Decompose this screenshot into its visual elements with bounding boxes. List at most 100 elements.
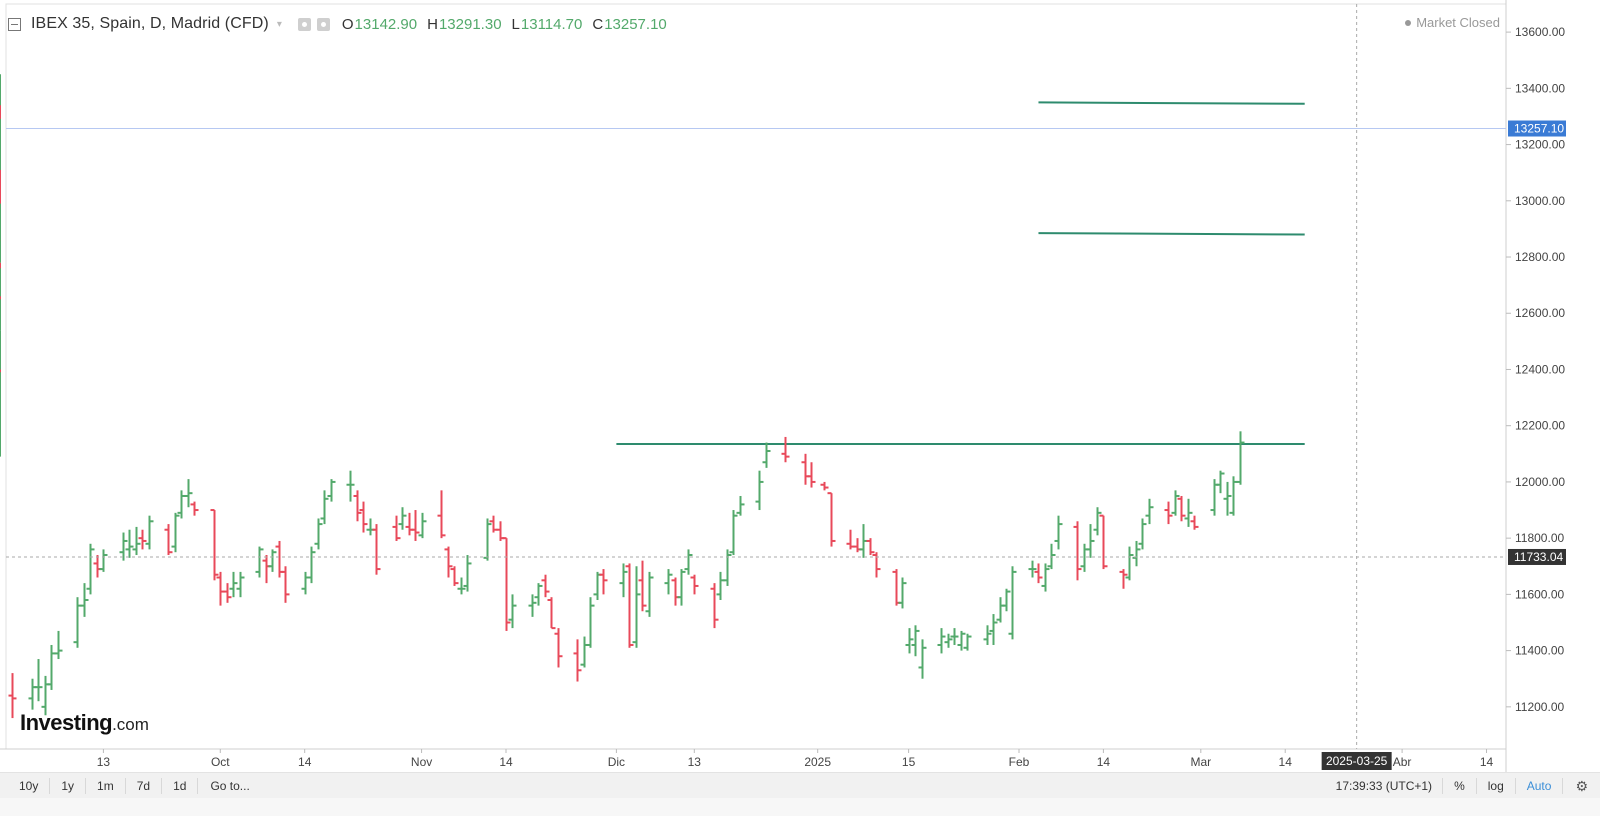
- x-tick-label: Dic: [608, 755, 625, 769]
- horizontal-lines: [616, 101, 1305, 445]
- x-tick-label: 15: [902, 755, 916, 769]
- ohlc-bar: [690, 574, 699, 595]
- ohlc-bar: [677, 569, 686, 606]
- y-tick-label: 12600.00: [1515, 306, 1565, 320]
- trend-line[interactable]: [1038, 101, 1305, 105]
- timeframe-1y[interactable]: 1y: [50, 777, 87, 794]
- ohlc-bar: [1171, 490, 1180, 516]
- settings-icon[interactable]: [316, 17, 330, 31]
- y-tick-label: 12800.00: [1515, 250, 1565, 264]
- ohlc-bar: [372, 524, 381, 575]
- ohlc-bar: [508, 594, 517, 629]
- ohlc-bar: [184, 479, 193, 508]
- crosshair-date-label: 2025-03-25: [1326, 754, 1388, 768]
- ohlc-bar: [983, 625, 992, 645]
- ohlc-bar: [573, 639, 582, 682]
- bottom-strip: [0, 798, 1600, 816]
- y-tick-label: 13600.00: [1515, 25, 1565, 39]
- bottom-toolbar-right: 17:39:33 (UTC+1) % log Auto ⚙: [1325, 773, 1600, 798]
- chevron-down-icon[interactable]: ▾: [276, 18, 282, 30]
- ohlc-bar: [392, 515, 401, 541]
- ohlc-bar: [898, 577, 907, 609]
- x-tick-label: 14: [1097, 755, 1111, 769]
- ohlc-bar: [268, 549, 277, 572]
- x-tick-label: 14: [499, 755, 513, 769]
- x-tick-label: Mar: [1190, 755, 1211, 769]
- ohlc-bar: [950, 628, 959, 645]
- ohlc-chart[interactable]: 11200.00 11400.00 11600.00 11800.00 12000.00…: [0, 0, 1600, 772]
- gear-icon[interactable]: ⚙: [1562, 777, 1600, 794]
- auto-scale-toggle[interactable]: Auto: [1514, 777, 1563, 794]
- close-value: C13257.10: [592, 15, 667, 33]
- timeframe-7d[interactable]: 7d: [126, 777, 163, 794]
- price-tags: 13257.10 11733.04 2025-03-25: [6, 4, 1566, 770]
- x-tick-label: 2025: [804, 755, 831, 769]
- ohlc-bar: [1054, 515, 1063, 550]
- y-tick-label: 13200.00: [1515, 138, 1565, 152]
- high-value: H13291.30: [427, 15, 502, 33]
- ohlc-bar: [398, 507, 407, 530]
- y-tick-label: 11200.00: [1515, 700, 1564, 714]
- chart-legend: IBEX 35, Spain, D, Madrid (CFD) ▾ O13142…: [8, 12, 667, 36]
- timeframe-1m[interactable]: 1m: [86, 777, 126, 794]
- ohlc-bar: [599, 569, 608, 595]
- ohlc-bar: [210, 509, 219, 581]
- ohlc-bar: [1145, 498, 1154, 525]
- ohlc-bar: [1008, 566, 1017, 640]
- ohlc-bar: [125, 529, 134, 558]
- ohlc-bar: [34, 659, 43, 702]
- ohlc-bar: [528, 594, 537, 617]
- ohlc-bar: [236, 571, 245, 598]
- ohlc-bar: [866, 538, 875, 556]
- ohlc-bar: [1216, 470, 1225, 494]
- ohlc-bar: [450, 566, 459, 586]
- timeframe-1d[interactable]: 1d: [162, 777, 199, 794]
- ohlc-bar: [54, 630, 63, 660]
- ohlc-bar: [281, 566, 290, 603]
- ohlc-bar: [547, 597, 556, 630]
- ohlc-bar: [1119, 569, 1128, 589]
- bottom-toolbar: 10y 1y 1m 7d 1d Go to... 17:39:33 (UTC+1…: [0, 772, 1600, 798]
- collapse-legend-icon[interactable]: [8, 17, 21, 31]
- log-toggle[interactable]: log: [1475, 777, 1515, 794]
- ohlc-bar: [1190, 515, 1199, 530]
- ohlc-bar: [346, 470, 355, 502]
- ohlc-bar: [223, 583, 232, 603]
- x-tick-label: Oct: [211, 755, 230, 769]
- ohlc-bar: [918, 639, 927, 679]
- chart-background: [0, 0, 1600, 772]
- ohlc-bar: [554, 628, 563, 668]
- ohlc-values: O13142.90 H13291.30 L13114.70 C13257.10: [342, 16, 667, 33]
- last-price-tag: [1508, 120, 1566, 137]
- ohlc-bar: [820, 481, 829, 491]
- clock-display: 17:39:33 (UTC+1): [1335, 778, 1433, 793]
- x-tick-label: Nov: [411, 755, 432, 769]
- crosshair-date-tag: [1321, 752, 1392, 770]
- ohlc-bar: [145, 515, 154, 550]
- ohlc-bar: [736, 495, 745, 516]
- ohlc-bar: [827, 492, 836, 547]
- visibility-icon[interactable]: [297, 17, 311, 31]
- market-status-label: Market Closed: [1416, 15, 1500, 30]
- ohlc-bar: [320, 490, 329, 525]
- ohlc-bar: [534, 583, 543, 606]
- ohlc-bar: [457, 577, 466, 595]
- crosshair-price-label: 11733.04: [1514, 550, 1563, 564]
- ohlc-bar: [86, 543, 95, 595]
- ohlc-bar: [944, 633, 953, 648]
- timeframe-10y[interactable]: 10y: [0, 777, 51, 794]
- percent-toggle[interactable]: %: [1442, 777, 1476, 794]
- ohlc-bar: [710, 583, 719, 629]
- ohlc-bar: [1177, 495, 1186, 522]
- symbol-title[interactable]: IBEX 35, Spain, D, Madrid (CFD): [31, 15, 269, 32]
- crosshair-price-tag: [1508, 548, 1566, 565]
- ohlc-bar: [1236, 431, 1245, 485]
- goto-button[interactable]: Go to...: [210, 778, 250, 793]
- ohlc-bar: [353, 490, 362, 522]
- ohlc-bar: [229, 571, 238, 598]
- y-tick-label: 11800.00: [1515, 531, 1564, 545]
- trend-line[interactable]: [1038, 232, 1305, 236]
- y-tick-label: 11600.00: [1515, 587, 1564, 601]
- ohlc-bar: [729, 510, 738, 556]
- ohlc-bar: [1164, 501, 1173, 525]
